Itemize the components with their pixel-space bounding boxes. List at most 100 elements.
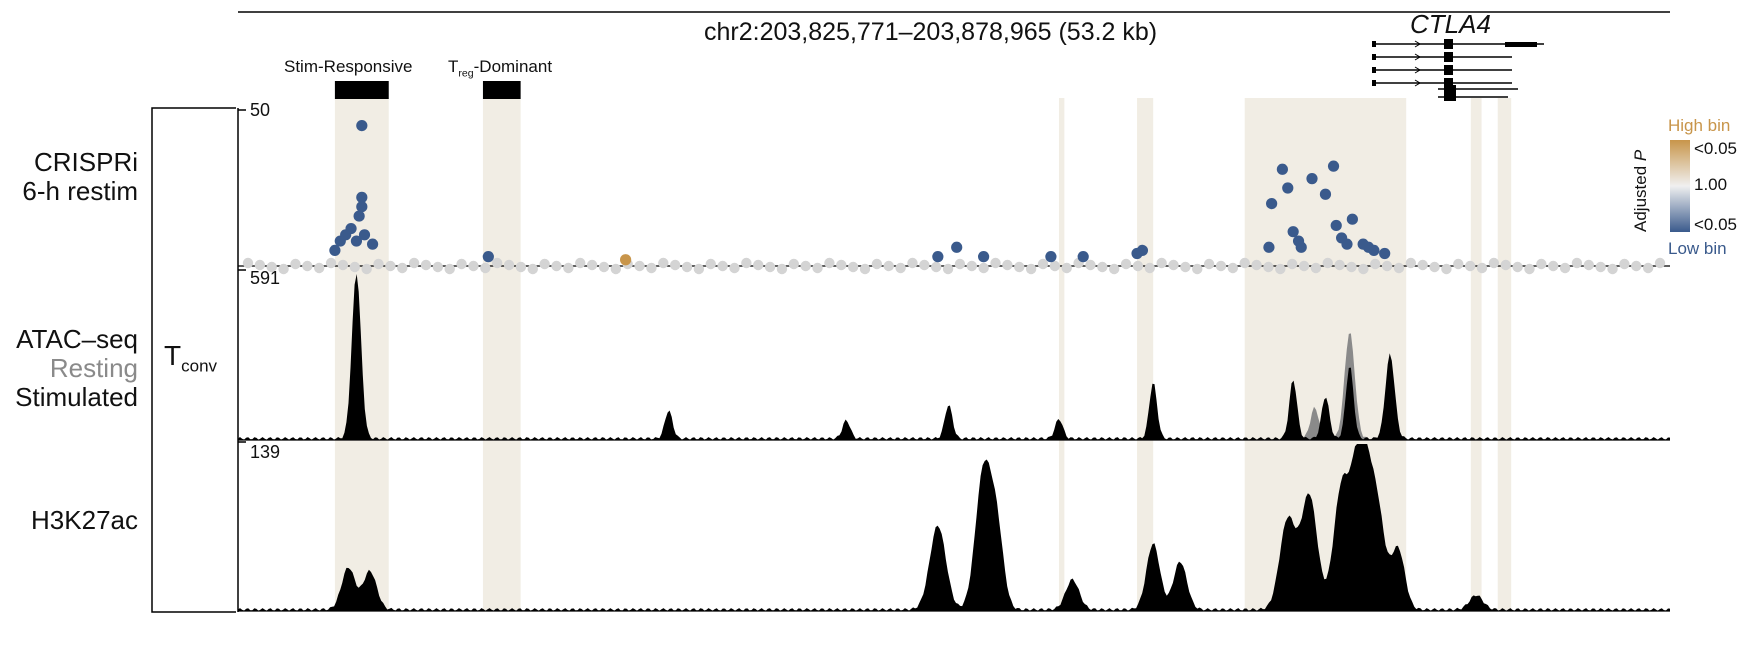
crispri-low-bin-point: [1276, 163, 1288, 175]
transcript-exon-start-2: [1372, 67, 1376, 73]
crispri-neutral-dot: [444, 263, 455, 275]
crispri-neutral-dot: [278, 263, 289, 275]
legend-title: Adjusted P: [1631, 150, 1651, 232]
crispri-neutral-dot: [776, 263, 788, 275]
crispri-neutral-dot: [385, 260, 396, 272]
stim-responsive-bar: [334, 81, 389, 99]
crispri-neutral-dot: [1156, 257, 1167, 269]
crispri-neutral-dot: [242, 257, 254, 269]
crispri-neutral-dot: [1512, 261, 1523, 273]
crispri-neutral-dot: [1631, 260, 1642, 272]
crispri-neutral-dot: [313, 262, 325, 274]
crispri-neutral-dot: [1180, 261, 1191, 273]
treg-dominant-label: Treg-Dominant: [448, 57, 552, 79]
crispri-low-bin-point: [1341, 238, 1353, 250]
legend-title-italic: P: [1631, 149, 1650, 162]
transcript-utr: [1505, 42, 1537, 47]
crispri-neutral-dot: [1215, 260, 1227, 272]
crispri-neutral-dot: [373, 258, 384, 270]
crispri-neutral-dot: [1037, 258, 1049, 270]
crispri-neutral-dot: [1559, 262, 1571, 274]
crispri-neutral-dot: [812, 262, 823, 274]
h3k27ac-label: H3K27ac: [31, 505, 138, 535]
crispri-label-line2: 6-h restim: [22, 176, 138, 206]
crispri-neutral-dot: [1381, 260, 1393, 272]
crispri-neutral-dot: [871, 258, 883, 270]
crispri-neutral-dot: [1524, 263, 1535, 275]
crispri-neutral-dot: [1192, 263, 1203, 275]
crispri-low-bin-point: [932, 251, 944, 263]
crispri-low-bin-point: [356, 191, 368, 203]
crispri-neutral-dot: [254, 259, 266, 271]
short-transcript-exon-0: [1444, 85, 1456, 93]
crispri-neutral-dot: [1144, 262, 1155, 274]
crispri-neutral-dot: [302, 260, 313, 272]
crispri-neutral-dot: [1097, 261, 1108, 273]
atac-label-stimulated: Stimulated: [15, 382, 138, 412]
crispri-neutral-dot: [539, 258, 550, 270]
crispri-neutral-dot: [1429, 261, 1440, 273]
crispri-low-bin-point: [1346, 213, 1358, 225]
h3k27ac-signal: [238, 444, 1670, 611]
h3k27ac-scale-max: 139: [250, 442, 281, 462]
crispri-neutral-dot: [1298, 260, 1310, 272]
crispri-low-bin-point: [1045, 251, 1057, 263]
transcript-arrow-2: [1414, 66, 1421, 74]
crispri-low-bin-point: [1136, 244, 1149, 256]
crispri-neutral-dot: [1014, 261, 1025, 273]
crispri-neutral-dot: [1642, 262, 1654, 274]
crispri-neutral-dot: [1061, 262, 1072, 274]
crispri-neutral-dot: [586, 259, 598, 271]
crispri-neutral-dot: [907, 257, 918, 269]
crispri-neutral-dot: [325, 257, 337, 269]
crispri-neutral-dot: [1286, 258, 1298, 270]
crispri-neutral-dot: [1108, 263, 1120, 275]
crispri-neutral-dot: [1239, 257, 1250, 269]
crispri-neutral-dot: [954, 258, 966, 270]
crispri-neutral-dot: [1227, 262, 1239, 274]
crispri-neutral-dot: [1322, 257, 1333, 269]
treg-suffix: -Dominant: [473, 57, 553, 76]
crispri-neutral-dot: [515, 261, 527, 273]
crispri-neutral-dot: [764, 261, 776, 273]
crispri-neutral-dot: [859, 263, 871, 275]
crispri-neutral-dot: [1275, 263, 1286, 275]
atac-label-resting: Resting: [49, 353, 138, 383]
legend-title-text: Adjusted: [1631, 165, 1650, 232]
highlight-region-3: [1137, 98, 1154, 610]
crispri-low-bin-point: [1077, 251, 1089, 263]
crispri-low-bin-point: [1295, 241, 1307, 253]
crispri-low-bin-point: [482, 251, 494, 263]
crispri-neutral-dot: [705, 258, 716, 270]
crispri-neutral-dot: [847, 261, 859, 273]
crispri-low-bin-point: [1263, 241, 1275, 253]
crispri-low-bin-point: [1319, 188, 1332, 200]
crispri-neutral-dot: [658, 257, 669, 269]
legend-bottom-tick: <0.05: [1694, 215, 1738, 234]
highlight-region-1: [482, 98, 521, 610]
crispri-neutral-dot: [646, 262, 657, 274]
crispri-neutral-dot: [883, 260, 894, 272]
cell-type-sub: conv: [181, 356, 218, 376]
atac-label: ATAC–seq Resting Stimulated: [15, 325, 138, 412]
legend-low-bin: Low bin: [1668, 239, 1727, 258]
short-transcript-exon-1: [1444, 93, 1456, 101]
atac-scale-max: 591: [250, 268, 281, 288]
crispri-low-bin-point: [1379, 247, 1391, 260]
crispri-neutral-dot: [527, 263, 538, 275]
crispri-neutral-dot: [266, 261, 277, 273]
crispri-neutral-dot: [753, 259, 764, 271]
crispri-neutral-dot: [1619, 258, 1630, 270]
crispri-neutral-dot: [1476, 262, 1488, 274]
crispri-low-bin-point: [951, 241, 963, 253]
crispri-neutral-dot: [480, 262, 491, 274]
crispri-neutral-dot: [931, 261, 942, 273]
crispri-neutral-dot: [1370, 258, 1381, 270]
crispri-low-bin-point: [1306, 173, 1318, 185]
crispri-neutral-dot: [800, 260, 811, 272]
crispri-low-bin-point: [366, 238, 379, 250]
atac-stimulated-signal: [238, 274, 1670, 440]
cell-type-label: Tconv: [164, 340, 217, 377]
crispri-neutral-dot: [1203, 258, 1215, 270]
crispri-neutral-dot: [610, 263, 622, 275]
